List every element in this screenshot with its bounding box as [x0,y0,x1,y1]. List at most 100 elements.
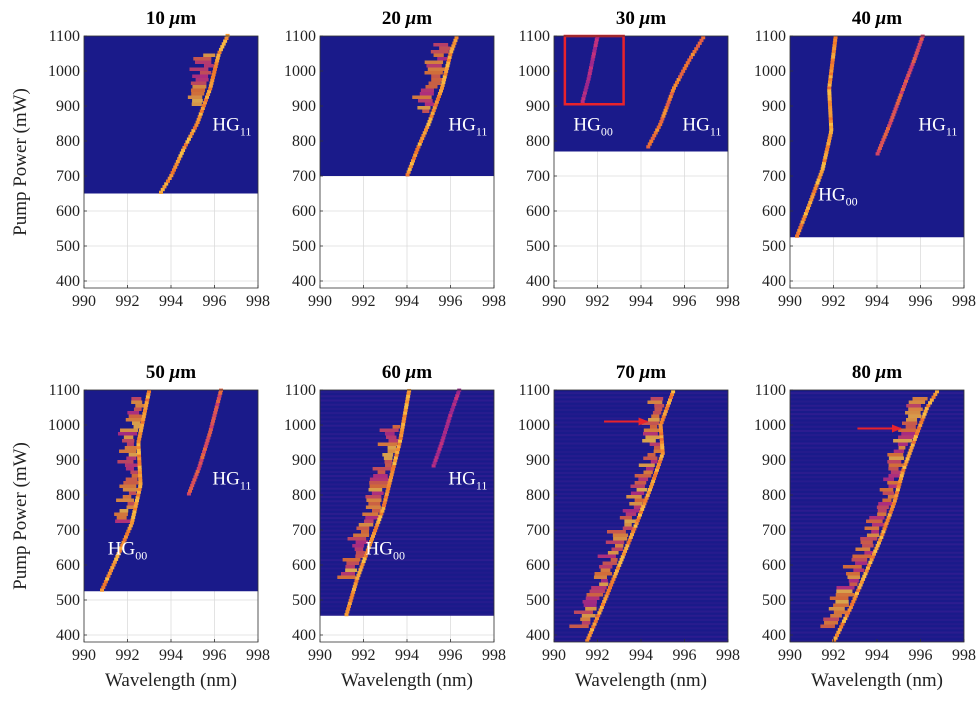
mode-label: HG11 [212,469,251,493]
mode-line-segment [213,411,218,415]
x-tick-label: 994 [395,293,419,310]
noise-band [790,421,964,424]
mode-line-segment [212,70,217,74]
mode-line-segment [594,38,599,42]
mode-line-segment [199,458,204,462]
mode-line-segment [451,44,456,48]
x-tick-label: 996 [909,293,933,310]
noise-band [790,572,964,575]
streak-segment [629,502,643,506]
mode-line-segment [890,504,895,509]
mode-line-segment [643,499,648,503]
streak-segment [345,568,358,572]
streak-segment [199,71,212,75]
noise-band [554,530,728,533]
mode-line-segment [162,185,167,189]
streak-segment [426,64,442,68]
noise-band [320,424,494,427]
mode-line-segment [131,515,136,519]
mode-line-segment [659,420,664,425]
mode-line-segment [137,470,142,475]
mode-line-segment [133,507,138,511]
mode-line-segment [803,212,808,216]
mode-line-segment [449,411,454,415]
y-tick-label: 400 [526,627,550,644]
streak-segment [906,404,921,408]
mode-line-segment [388,478,393,482]
mode-line-segment [863,572,868,576]
mode-line-segment [203,444,208,448]
mode-line-segment [682,66,687,71]
streak-segment [902,421,918,425]
mode-line-segment [650,136,655,141]
mode-line-segment [225,33,230,38]
mode-line-segment [626,541,631,545]
streak-segment [126,505,135,509]
streak-segment [581,614,596,618]
mode-line-segment [220,45,225,49]
mode-line-segment [443,430,448,434]
streak-segment [124,463,140,467]
mode-line-segment [664,106,669,110]
mode-line-segment [825,147,830,151]
mode-line-segment [659,437,664,441]
streak-segment [385,463,392,467]
streak-segment [125,467,134,471]
streak-segment [599,582,609,586]
mode-line-segment [654,468,659,472]
mode-line-segment [209,425,214,429]
x-tick-label: 998 [716,293,740,310]
mode-line-segment [116,552,121,556]
mode-line-segment [660,451,665,455]
mode-line-segment [158,190,163,194]
mode-line-segment [137,437,142,441]
streak-segment [383,456,393,460]
mode-line-segment [387,481,392,485]
mode-line-segment [699,38,704,43]
mode-line-segment [173,165,178,169]
mode-line-segment [405,173,410,177]
panel-2: HG11 990 992 994 996 998 400 500 600 700 800 900 100… [284,8,506,310]
noise-band [554,555,728,558]
mode-line-segment [138,428,143,433]
mode-line-segment [206,436,211,440]
streak-segment [589,589,605,593]
mode-label: HG11 [448,469,487,493]
noise-band [320,445,494,448]
mode-line-segment [586,77,591,81]
mode-line-segment [914,432,919,436]
mode-line-segment [143,406,148,410]
mode-line-segment [591,54,596,59]
mode-line-segment [806,206,811,210]
mode-line-segment [182,145,187,150]
mode-line-segment [865,566,870,570]
streak-segment [882,498,892,502]
mode-line-segment [127,526,132,531]
heatmap [320,388,494,617]
y-tick-label: 500 [56,238,80,255]
mode-line-segment [192,478,197,482]
streak-segment [433,53,444,57]
noise-band [554,438,728,441]
mode-line-segment [584,85,589,89]
noise-band [320,449,494,452]
mode-line-segment [130,518,135,522]
mode-line-segment [612,574,617,579]
mode-line-segment [928,401,933,405]
streak-segment [893,439,913,443]
y-tick-label: 1000 [48,417,80,434]
noise-band [320,554,494,557]
streak-segment [365,516,379,520]
mode-line-segment [912,437,917,441]
mode-line-segment [653,131,658,135]
mode-line-segment [420,136,425,141]
mode-line-segment [195,120,200,124]
noise-band [320,580,494,583]
mode-line-segment [893,107,898,111]
noise-band [554,417,728,420]
streak-segment [187,95,203,99]
mode-line-segment [401,419,406,424]
mode-line-segment [901,468,906,472]
mode-line-segment [659,429,664,433]
mode-line-segment [811,192,816,196]
